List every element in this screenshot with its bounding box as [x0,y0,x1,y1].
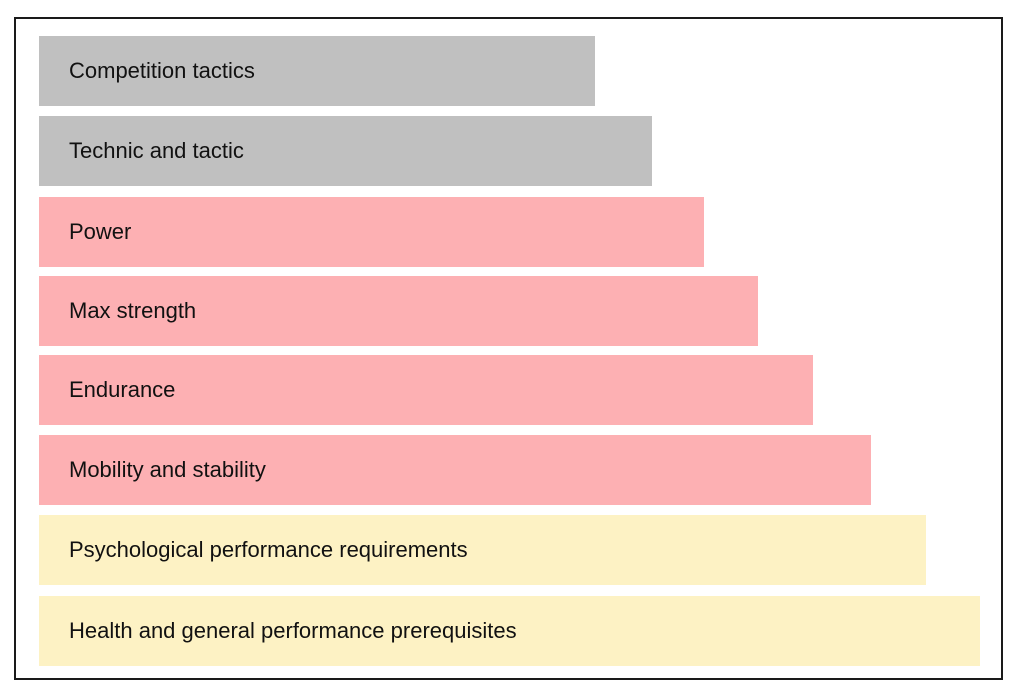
level-label: Endurance [69,377,176,402]
level-endurance: Endurance [39,355,813,425]
level-label: Technic and tactic [69,138,244,163]
level-mobility-and-stability: Mobility and stability [39,435,871,505]
level-power: Power [39,197,704,267]
level-health-and-prerequisites: Health and general performance prerequis… [39,596,980,666]
level-max-strength: Max strength [39,276,758,346]
level-label: Power [69,219,132,244]
level-label: Psychological performance requirements [69,537,468,562]
level-label: Max strength [69,298,197,323]
level-competition-tactics: Competition tactics [39,36,595,106]
level-label: Competition tactics [69,58,255,83]
level-psychological-performance: Psychological performance requirements [39,515,926,585]
level-technic-and-tactic: Technic and tactic [39,116,652,186]
level-label: Health and general performance prerequis… [69,618,517,643]
level-label: Mobility and stability [69,457,266,482]
